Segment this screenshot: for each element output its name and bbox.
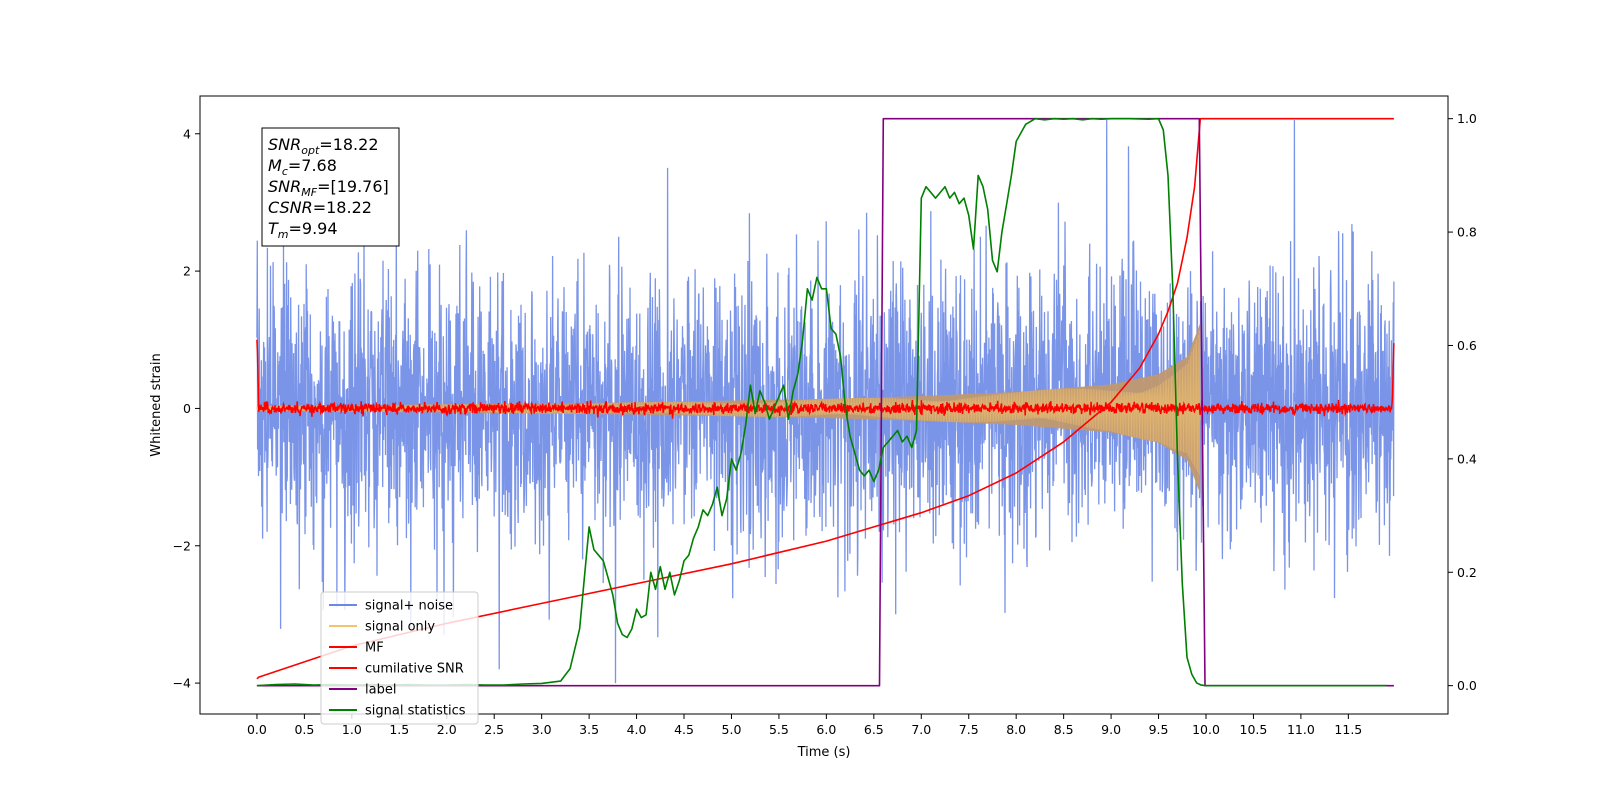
- x-tick-label: 2.0: [437, 722, 457, 737]
- x-tick-label: 0.5: [294, 722, 314, 737]
- series-signal-statistics-line: [256, 117, 1387, 687]
- annotation-line: CSNR=18.22: [268, 198, 372, 217]
- x-tick-label: 1.0: [342, 722, 362, 737]
- y-axis-label: Whitened strain: [149, 353, 164, 456]
- x-tick-label: 10.5: [1240, 722, 1268, 737]
- x-tick-label: 4.5: [674, 722, 694, 737]
- legend-label: MF: [365, 641, 384, 656]
- legend-label: label: [365, 683, 396, 698]
- series-signal-noise-line: [256, 119, 1395, 684]
- y2-tick-label: 1.0: [1457, 111, 1477, 126]
- legend-label: cumilative SNR: [365, 662, 464, 677]
- y2-tick-label: 0.6: [1457, 338, 1477, 353]
- x-tick-label: 7.0: [911, 722, 931, 737]
- y-tick-label: 4: [183, 126, 191, 141]
- x-tick-label: 4.0: [627, 722, 647, 737]
- annotation-line: Mc=7.68: [268, 156, 337, 178]
- annotation-line: Tm=9.94: [268, 219, 338, 241]
- legend-label: signal only: [365, 620, 435, 635]
- y2-tick-label: 0.4: [1457, 451, 1477, 466]
- x-tick-label: 11.5: [1334, 722, 1362, 737]
- annotation-line: SNRopt=18.22: [268, 135, 379, 157]
- x-tick-label: 3.5: [579, 722, 599, 737]
- x-tick-label: 9.0: [1101, 722, 1121, 737]
- legend-label: signal+ noise: [365, 599, 453, 614]
- y-tick-label: −2: [173, 538, 191, 553]
- series-cumulative-snr-line: [256, 117, 1394, 680]
- x-tick-label: 10.0: [1192, 722, 1220, 737]
- y-tick-label: 2: [183, 264, 191, 279]
- x-tick-label: 1.5: [389, 722, 409, 737]
- axes: 0.0 0.5 1.0 1.5 2.0 2.5 3.0 3.5 4.0 4.5 5.0 5.5 6.0 6…: [173, 111, 1477, 737]
- y-tick-label: −4: [173, 676, 191, 691]
- x-tick-label: 2.5: [484, 722, 504, 737]
- x-tick-label: 5.5: [769, 722, 789, 737]
- x-tick-label: 8.0: [1006, 722, 1026, 737]
- x-tick-label: 6.5: [864, 722, 884, 737]
- x-tick-label: 0.0: [247, 722, 267, 737]
- series-mf-line: [256, 339, 1395, 419]
- x-tick-label: 7.5: [959, 722, 979, 737]
- plot-frame: [199, 95, 1449, 715]
- annotation-line: SNRMF=[19.76]: [268, 177, 389, 199]
- x-tick-label: 8.5: [1054, 722, 1074, 737]
- x-tick-label: 9.5: [1149, 722, 1169, 737]
- legend: signal+ noise signal only MF cumilative SNR…: [320, 591, 479, 725]
- legend-frame: [320, 591, 479, 725]
- x-tick-label: 5.0: [722, 722, 742, 737]
- x-tick-label: 11.0: [1287, 722, 1315, 737]
- annotation-frame: [261, 127, 400, 247]
- y2-tick-label: 0.0: [1457, 678, 1477, 693]
- x-axis-label: Time (s): [797, 745, 851, 760]
- plot-area: [256, 117, 1395, 687]
- y-tick-label: 0: [183, 401, 191, 416]
- x-tick-label: 3.0: [532, 722, 552, 737]
- x-tick-label: 6.0: [816, 722, 836, 737]
- legend-label: signal statistics: [365, 704, 466, 719]
- y2-tick-label: 0.2: [1457, 565, 1477, 580]
- y2-tick-label: 0.8: [1457, 225, 1477, 240]
- annotation-box: SNRopt=18.22Mc=7.68SNRMF=[19.76]CSNR=18.…: [261, 127, 400, 247]
